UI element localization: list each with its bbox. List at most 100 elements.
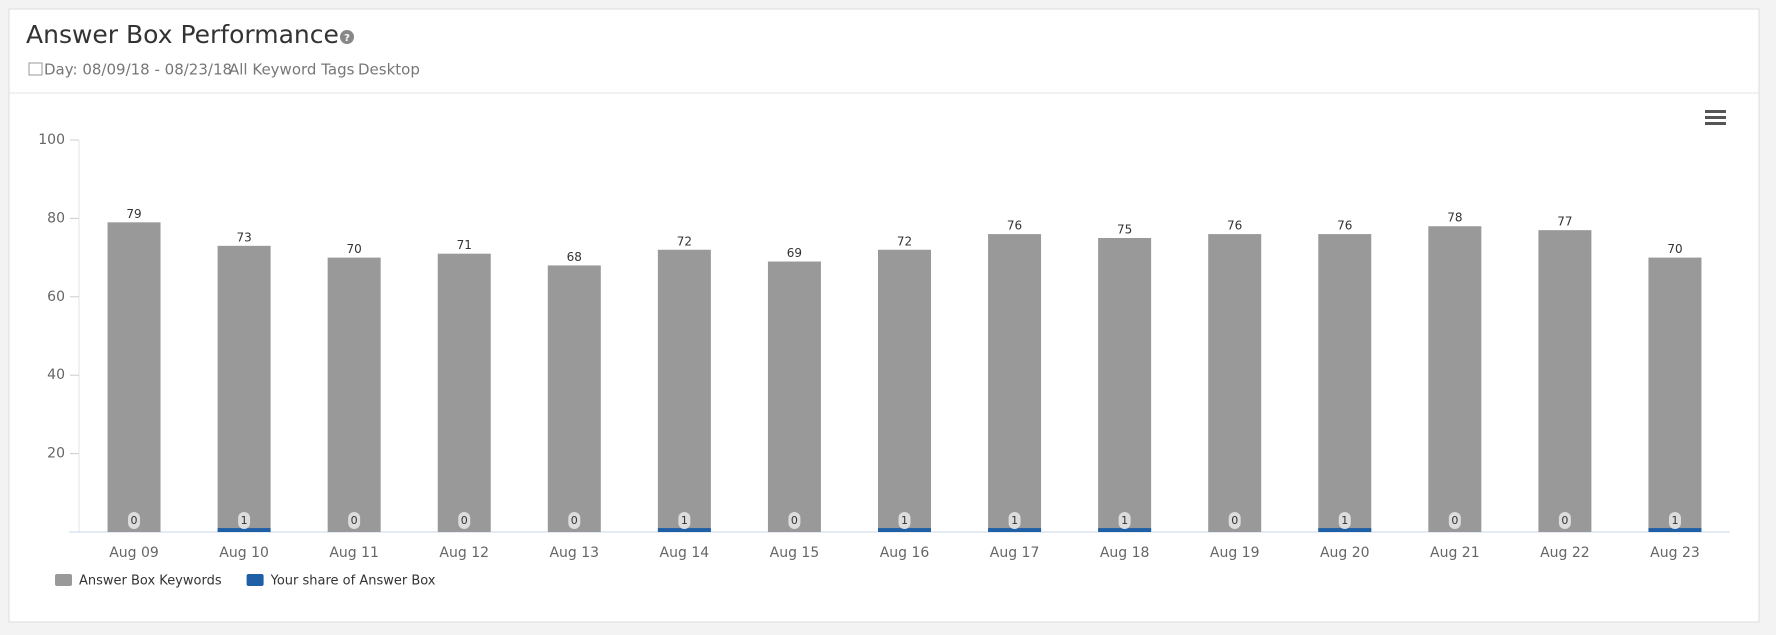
legend-label: Your share of Answer Box <box>270 574 436 589</box>
data-label-bubble <box>568 512 581 529</box>
data-label: 0 <box>1231 514 1238 527</box>
x-tick-label: Aug 13 <box>549 545 599 561</box>
data-label: 1 <box>901 514 908 527</box>
data-label: 70 <box>1667 242 1682 256</box>
legend-swatch <box>55 574 72 586</box>
bar <box>107 222 161 532</box>
data-label: 0 <box>1451 514 1458 527</box>
bar <box>1648 528 1702 532</box>
y-tick-label: 80 <box>47 210 65 226</box>
x-tick-label: Aug 10 <box>219 545 269 561</box>
bar <box>1538 230 1592 532</box>
bar <box>767 261 821 532</box>
x-tick-label: Aug 15 <box>770 545 820 561</box>
data-label: 73 <box>236 230 251 244</box>
data-label: 76 <box>1337 219 1352 233</box>
data-label-bubble <box>458 512 471 529</box>
data-label-bubble <box>128 512 141 529</box>
data-label-bubble <box>1008 512 1021 529</box>
bar <box>1648 257 1702 532</box>
data-label-bubble <box>348 512 361 529</box>
data-label: 79 <box>126 207 141 221</box>
y-tick-label: 20 <box>47 446 65 462</box>
data-label-bubble <box>238 512 251 529</box>
x-tick-label: Aug 14 <box>660 545 710 561</box>
bar <box>1098 528 1152 532</box>
y-tick-label: 40 <box>47 367 65 383</box>
data-label: 72 <box>897 234 912 248</box>
menu-icon[interactable] <box>1705 110 1726 125</box>
data-label: 1 <box>1341 514 1348 527</box>
data-label: 1 <box>241 514 248 527</box>
data-label-bubble <box>1448 512 1461 529</box>
data-label: 1 <box>681 514 688 527</box>
x-tick-label: Aug 09 <box>109 545 159 561</box>
x-tick-label: Aug 11 <box>329 545 379 561</box>
data-label: 75 <box>1117 223 1132 237</box>
data-label-bubble <box>1228 512 1241 529</box>
data-label-bubble <box>1558 512 1571 529</box>
bar <box>437 253 491 532</box>
data-label-bubble <box>678 512 691 529</box>
x-tick-label: Aug 21 <box>1430 545 1480 561</box>
data-label: 77 <box>1557 215 1572 229</box>
filter-date: Day: 08/09/18 - 08/23/18 <box>44 61 232 79</box>
data-label: 72 <box>677 234 692 248</box>
x-tick-label: Aug 22 <box>1540 545 1590 561</box>
bar <box>657 249 711 532</box>
data-label: 1 <box>1011 514 1018 527</box>
data-label: 0 <box>571 514 578 527</box>
bar <box>878 249 931 532</box>
bar <box>988 234 1042 532</box>
data-label: 71 <box>457 238 472 252</box>
bar <box>1428 226 1482 533</box>
bar <box>878 528 931 532</box>
help-icon-mark: ? <box>344 33 350 44</box>
data-label: 0 <box>351 514 358 527</box>
data-label: 76 <box>1007 219 1022 233</box>
bar <box>217 245 271 532</box>
x-tick-label: Aug 18 <box>1100 545 1150 561</box>
data-label: 1 <box>1121 514 1128 527</box>
data-label: 0 <box>791 514 798 527</box>
legend-swatch <box>246 574 264 586</box>
data-label: 0 <box>461 514 468 527</box>
bar <box>1208 234 1262 532</box>
x-tick-label: Aug 20 <box>1320 545 1370 561</box>
data-label: 0 <box>1561 514 1568 527</box>
bar <box>217 528 271 532</box>
chart-title: Answer Box Performance <box>26 20 339 49</box>
data-label-bubble <box>788 512 801 529</box>
data-label: 70 <box>347 242 362 256</box>
data-label: 0 <box>131 514 138 527</box>
help-icon[interactable] <box>340 30 354 44</box>
y-tick-label: 60 <box>47 289 65 305</box>
bar <box>327 257 381 532</box>
filter-tags: All Keyword Tags <box>229 61 355 79</box>
bar <box>1098 238 1152 532</box>
data-label: 69 <box>787 246 802 260</box>
data-label-bubble <box>1338 512 1351 529</box>
filter-device: Desktop <box>358 61 420 79</box>
data-label: 78 <box>1447 211 1462 225</box>
legend-label: Answer Box Keywords <box>79 574 222 589</box>
bar <box>1318 234 1372 532</box>
data-label-bubble <box>898 512 911 529</box>
x-tick-label: Aug 12 <box>439 545 489 561</box>
x-tick-label: Aug 16 <box>880 545 930 561</box>
data-label: 68 <box>567 250 582 264</box>
bar <box>547 265 601 532</box>
y-tick-label: 100 <box>38 132 65 148</box>
x-tick-label: Aug 23 <box>1650 545 1700 561</box>
bar <box>657 528 711 532</box>
bar <box>988 528 1042 532</box>
data-label: 1 <box>1671 514 1678 527</box>
data-label-bubble <box>1668 512 1681 529</box>
data-label: 76 <box>1227 219 1242 233</box>
x-tick-label: Aug 17 <box>990 545 1040 561</box>
bar <box>1318 528 1372 532</box>
x-tick-label: Aug 19 <box>1210 545 1260 561</box>
calendar-icon <box>28 62 43 76</box>
